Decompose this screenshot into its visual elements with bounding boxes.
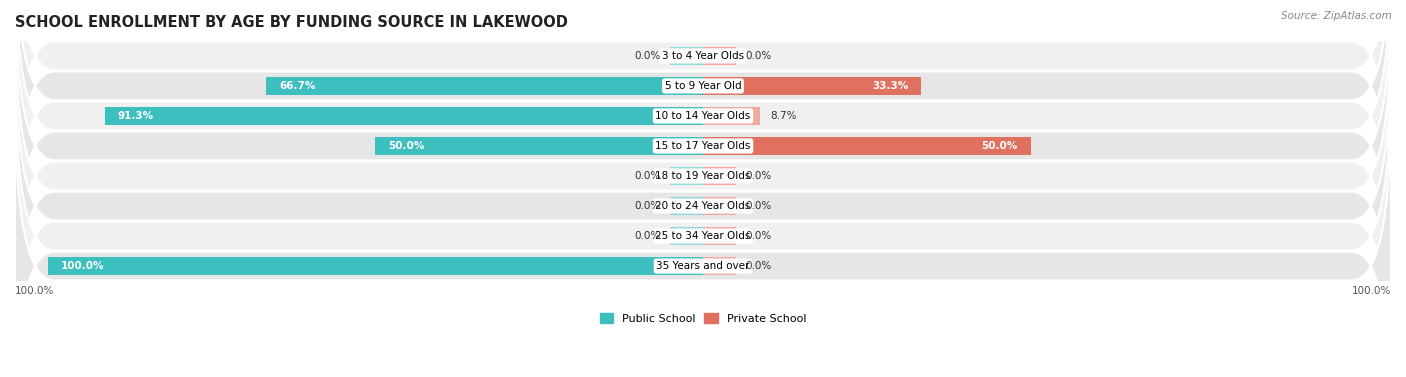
Text: 0.0%: 0.0% — [634, 171, 661, 181]
Bar — [105, 107, 703, 125]
FancyBboxPatch shape — [15, 0, 1391, 252]
Bar — [703, 227, 735, 245]
Text: 35 Years and over: 35 Years and over — [657, 261, 749, 271]
FancyBboxPatch shape — [15, 0, 1391, 312]
Text: 5 to 9 Year Old: 5 to 9 Year Old — [665, 81, 741, 91]
Legend: Public School, Private School: Public School, Private School — [595, 309, 811, 328]
Bar — [703, 257, 735, 275]
Bar — [266, 77, 703, 95]
Bar — [48, 257, 703, 275]
Bar — [703, 107, 761, 125]
Text: 100.0%: 100.0% — [60, 261, 104, 271]
Text: 66.7%: 66.7% — [278, 81, 315, 91]
FancyBboxPatch shape — [15, 0, 1391, 222]
Text: 100.0%: 100.0% — [1351, 285, 1391, 296]
Text: 0.0%: 0.0% — [745, 201, 772, 211]
Text: Source: ZipAtlas.com: Source: ZipAtlas.com — [1281, 11, 1392, 21]
Text: 0.0%: 0.0% — [745, 231, 772, 241]
Text: 18 to 19 Year Olds: 18 to 19 Year Olds — [655, 171, 751, 181]
Text: 0.0%: 0.0% — [634, 51, 661, 61]
FancyBboxPatch shape — [15, 0, 1391, 282]
Bar — [703, 47, 735, 65]
Text: 50.0%: 50.0% — [981, 141, 1018, 151]
Bar — [375, 136, 703, 155]
Text: 0.0%: 0.0% — [745, 261, 772, 271]
Bar — [671, 227, 703, 245]
Bar — [703, 197, 735, 215]
Text: 20 to 24 Year Olds: 20 to 24 Year Olds — [655, 201, 751, 211]
Text: 10 to 14 Year Olds: 10 to 14 Year Olds — [655, 111, 751, 121]
Bar — [703, 77, 921, 95]
Text: 25 to 34 Year Olds: 25 to 34 Year Olds — [655, 231, 751, 241]
Bar — [671, 197, 703, 215]
Bar — [703, 167, 735, 185]
Bar — [671, 167, 703, 185]
Text: 100.0%: 100.0% — [15, 285, 55, 296]
FancyBboxPatch shape — [15, 70, 1391, 377]
Text: 0.0%: 0.0% — [634, 231, 661, 241]
Text: 33.3%: 33.3% — [872, 81, 908, 91]
Text: 0.0%: 0.0% — [745, 51, 772, 61]
Text: 0.0%: 0.0% — [745, 171, 772, 181]
FancyBboxPatch shape — [15, 10, 1391, 342]
Text: 8.7%: 8.7% — [770, 111, 796, 121]
Text: SCHOOL ENROLLMENT BY AGE BY FUNDING SOURCE IN LAKEWOOD: SCHOOL ENROLLMENT BY AGE BY FUNDING SOUR… — [15, 15, 568, 30]
Text: 3 to 4 Year Olds: 3 to 4 Year Olds — [662, 51, 744, 61]
Text: 50.0%: 50.0% — [388, 141, 425, 151]
Text: 0.0%: 0.0% — [634, 201, 661, 211]
Text: 15 to 17 Year Olds: 15 to 17 Year Olds — [655, 141, 751, 151]
FancyBboxPatch shape — [15, 100, 1391, 377]
Bar — [703, 136, 1031, 155]
Bar — [671, 47, 703, 65]
FancyBboxPatch shape — [15, 40, 1391, 372]
Text: 91.3%: 91.3% — [118, 111, 155, 121]
